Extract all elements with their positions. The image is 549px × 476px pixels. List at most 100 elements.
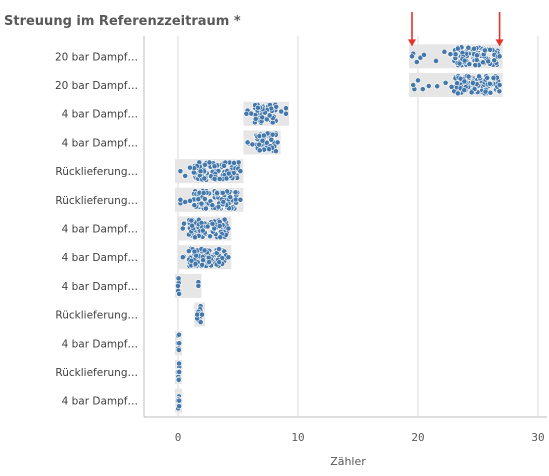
data-point	[200, 257, 207, 264]
data-point-min	[410, 82, 417, 88]
data-point	[206, 159, 213, 166]
data-point	[481, 47, 488, 54]
data-point	[263, 116, 270, 123]
data-point	[487, 46, 493, 53]
data-point	[176, 331, 182, 338]
data-point	[198, 200, 205, 207]
data-point	[199, 227, 206, 234]
data-point	[448, 83, 455, 90]
category-label-2: 4 bar Dampf…	[62, 109, 138, 121]
data-point	[256, 147, 263, 154]
data-point	[471, 45, 477, 52]
data-point	[181, 220, 187, 227]
data-point	[256, 141, 263, 148]
data-point	[454, 45, 461, 52]
point-group-8	[175, 275, 202, 298]
data-point	[201, 175, 208, 182]
data-point	[197, 319, 204, 325]
category-label-10: 4 bar Dampf…	[62, 338, 138, 350]
category-label-8: 4 bar Dampf…	[62, 281, 138, 293]
data-point	[216, 223, 223, 229]
point-group-3	[244, 130, 281, 155]
data-point	[266, 146, 272, 153]
data-point	[185, 248, 192, 255]
point-group-12	[175, 393, 183, 412]
data-point-max	[496, 82, 503, 88]
data-point	[216, 246, 222, 252]
data-point	[188, 217, 195, 224]
data-point	[419, 86, 426, 93]
data-point	[413, 59, 420, 65]
data-point-max	[225, 225, 232, 232]
data-point	[476, 73, 482, 80]
data-point	[472, 62, 479, 69]
data-point-min	[194, 311, 201, 318]
data-point-max	[283, 110, 289, 117]
arrow-head	[408, 39, 416, 47]
data-point	[461, 78, 468, 85]
x-tick-label-20: 20	[411, 431, 424, 444]
data-point	[425, 83, 432, 89]
data-point	[219, 189, 226, 196]
data-point	[486, 80, 493, 87]
category-label-3: 4 bar Dampf…	[62, 137, 138, 149]
data-point	[283, 105, 289, 112]
data-point	[182, 173, 189, 179]
category-label-6: 4 bar Dampf…	[62, 224, 138, 236]
data-point	[490, 75, 497, 81]
data-point	[266, 112, 273, 119]
data-point	[487, 89, 494, 96]
data-point	[211, 175, 218, 182]
data-point-min	[179, 254, 186, 261]
data-point-max	[237, 168, 244, 175]
data-point	[195, 196, 202, 203]
data-point	[485, 58, 492, 65]
x-tick-label-0: 0	[175, 431, 182, 444]
data-point	[201, 196, 208, 202]
data-point	[468, 89, 475, 96]
data-point	[447, 51, 454, 58]
point-group-6	[179, 216, 232, 241]
data-point	[200, 190, 207, 196]
data-point	[452, 51, 459, 58]
point-group-0	[409, 44, 503, 69]
data-point	[268, 136, 275, 143]
data-point	[209, 202, 216, 209]
x-tick-label-30: 30	[531, 431, 544, 444]
point-group-9	[194, 303, 205, 325]
data-point	[214, 190, 220, 197]
annotation-arrow-1	[495, 12, 504, 47]
data-point	[187, 197, 193, 204]
point-group-2	[243, 101, 289, 126]
data-point	[223, 175, 230, 182]
data-point	[204, 223, 211, 230]
data-point	[259, 137, 266, 144]
data-point-max	[176, 369, 183, 375]
data-point	[232, 189, 239, 196]
data-point	[480, 59, 486, 66]
data-point	[484, 74, 491, 81]
point-group-4	[177, 159, 244, 183]
data-point	[191, 248, 198, 255]
category-label-1: 20 bar Dampf…	[55, 80, 138, 92]
data-point	[278, 108, 285, 115]
data-point	[221, 216, 228, 223]
data-point	[202, 205, 209, 212]
category-label-0: 20 bar Dampf…	[55, 51, 138, 63]
data-point	[465, 44, 472, 51]
data-point-min	[244, 139, 251, 146]
data-point-max	[237, 196, 244, 203]
point-group-7	[179, 245, 232, 269]
data-point-max	[199, 311, 205, 318]
point-group-1	[410, 73, 503, 97]
data-point	[457, 75, 464, 82]
data-point	[176, 403, 183, 410]
data-point	[441, 48, 448, 55]
data-point	[206, 259, 212, 265]
data-point-min	[175, 282, 181, 289]
x-tick-layer: 0 10 20 30	[175, 431, 545, 444]
data-point	[187, 164, 193, 171]
annotation-layer	[408, 12, 504, 47]
data-point	[442, 79, 449, 86]
data-point	[216, 259, 223, 266]
